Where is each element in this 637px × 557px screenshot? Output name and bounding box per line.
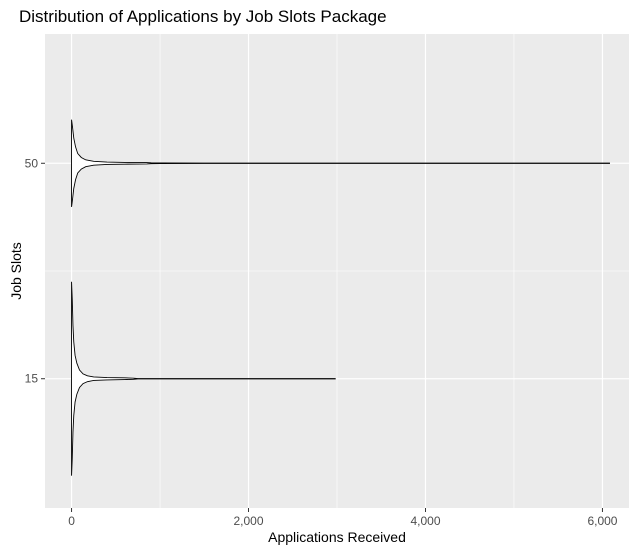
x-axis: 0 2,000 4,000 6,000 xyxy=(68,508,618,528)
violins xyxy=(71,119,610,476)
y-axis-label: Job Slots xyxy=(8,242,24,300)
x-tick-label: 2,000 xyxy=(233,514,263,528)
x-tick-label: 4,000 xyxy=(410,514,440,528)
y-tick-label: 15 xyxy=(25,372,39,386)
violin-50 xyxy=(71,119,610,207)
x-axis-label: Applications Received xyxy=(268,529,406,545)
chart-title: Distribution of Applications by Job Slot… xyxy=(19,7,387,26)
x-tick-label: 6,000 xyxy=(587,514,617,528)
x-tick-label: 0 xyxy=(68,514,75,528)
violin-15 xyxy=(71,281,336,476)
minor-gridlines xyxy=(45,34,629,508)
y-tick-label: 50 xyxy=(25,156,39,170)
